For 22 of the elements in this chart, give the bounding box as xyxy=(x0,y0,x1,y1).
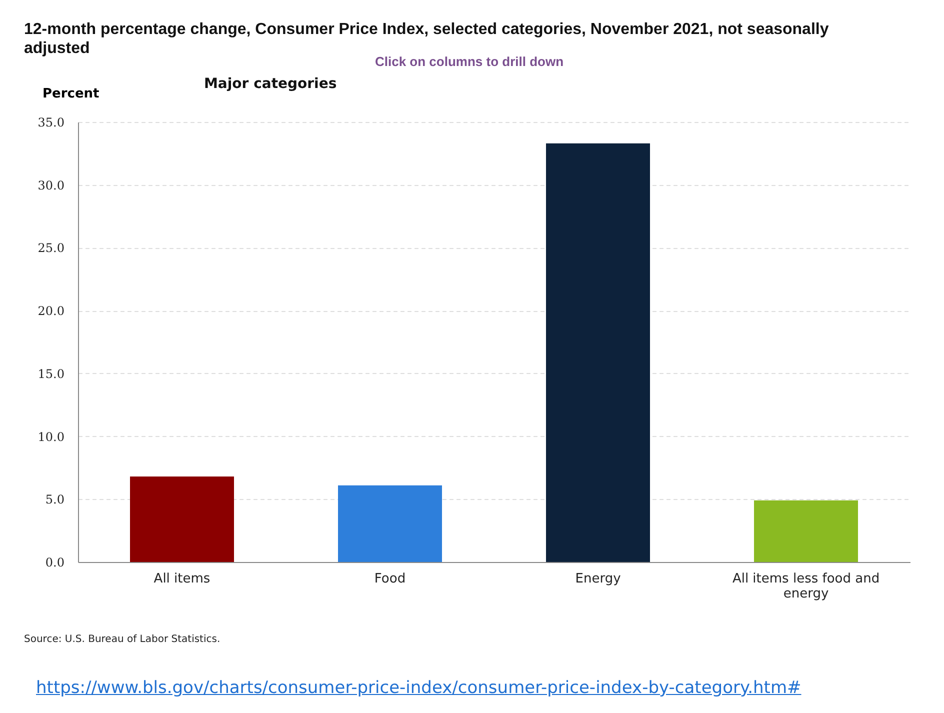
y-axis-title: Percent xyxy=(42,86,100,102)
y-tick-label: 15.0 xyxy=(38,366,64,381)
x-tick-label: All items xyxy=(154,572,210,586)
text: https://www.bls.gov/charts/consumer-price-index/consumer-price-index-by-category.htm# xyxy=(36,678,802,698)
y-tick-label: 25.0 xyxy=(38,241,64,256)
chart-title: 12-month percentage change, Consumer Price Index, selected categories, November 2021, not seasonally adjusted xyxy=(24,21,829,57)
source-note: Source: U.S. Bureau of Labor Statistics. xyxy=(24,634,220,645)
x-tick-label: Energy xyxy=(575,572,622,586)
bar xyxy=(338,485,442,562)
bar xyxy=(754,500,858,562)
bar xyxy=(130,476,234,562)
y-tick-label: 5.0 xyxy=(45,492,64,507)
y-tick-label: 35.0 xyxy=(38,116,64,130)
y-tick-label: 10.0 xyxy=(38,430,64,444)
bar xyxy=(546,143,650,562)
text: Major categories xyxy=(204,76,337,92)
chart-subtitle: Click on columns to drill down xyxy=(375,54,564,69)
x-tick-label: All items less food and energy xyxy=(732,572,880,602)
y-tick-label: 20.0 xyxy=(38,304,64,318)
y-tick-label: 30.0 xyxy=(38,178,64,192)
y-tick-label: 0.0 xyxy=(45,556,64,570)
x-tick-label: Food xyxy=(374,572,406,586)
